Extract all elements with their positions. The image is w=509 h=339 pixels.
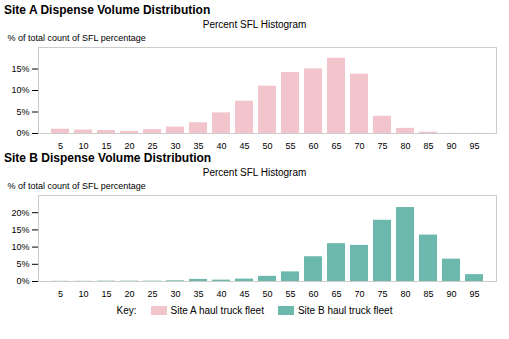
svg-text:5: 5 (58, 141, 63, 151)
html-text:Percent SFL Histogram: Percent SFL Histogram (202, 167, 307, 178)
svg-text:65: 65 (331, 141, 341, 151)
svg-text:15: 15 (101, 141, 111, 151)
html-text:Site B haul truck fleet: Site B haul truck fleet (298, 304, 393, 316)
html-text:Site A Dispense Volume Distrib: Site A Dispense Volume Distribution (4, 3, 211, 17)
svg-text:25: 25 (147, 141, 157, 151)
svg-text:10: 10 (78, 141, 88, 151)
svg-text:15%: 15% (11, 64, 29, 74)
svg-text:55: 55 (285, 289, 295, 299)
svg-text:90: 90 (446, 289, 456, 299)
svg-text:15%: 15% (11, 225, 29, 235)
svg-text:75: 75 (377, 141, 387, 151)
svg-text:35: 35 (193, 141, 203, 151)
svg-text:85: 85 (423, 289, 433, 299)
html-text:Site B Dispense Volume Distrib: Site B Dispense Volume Distribution (4, 151, 212, 165)
html-text:Site A haul truck fleet: Site A haul truck fleet (170, 304, 264, 316)
svg-text:70: 70 (354, 289, 364, 299)
svg-text:10%: 10% (11, 85, 29, 95)
svg-text:20: 20 (124, 289, 134, 299)
svg-text:10%: 10% (11, 242, 29, 252)
svg-text:5%: 5% (16, 107, 29, 117)
svg-text:0%: 0% (16, 276, 29, 286)
svg-text:95: 95 (469, 289, 479, 299)
svg-text:% of total count of SFL percen: % of total count of SFL percentage (8, 33, 146, 43)
svg-text:50: 50 (262, 289, 272, 299)
svg-text:0%: 0% (16, 128, 29, 138)
svg-text:55: 55 (285, 141, 295, 151)
svg-text:40: 40 (216, 141, 226, 151)
svg-text:90: 90 (446, 141, 456, 151)
svg-text:60: 60 (308, 289, 318, 299)
svg-text:10: 10 (78, 289, 88, 299)
html-text:Percent SFL Histogram: Percent SFL Histogram (202, 19, 307, 30)
svg-text:% of total count of SFL percen: % of total count of SFL percentage (8, 181, 146, 191)
svg-text:5: 5 (58, 289, 63, 299)
svg-text:60: 60 (308, 141, 318, 151)
svg-text:80: 80 (400, 141, 410, 151)
svg-text:25: 25 (147, 289, 157, 299)
svg-text:35: 35 (193, 289, 203, 299)
svg-text:5%: 5% (16, 259, 29, 269)
svg-text:50: 50 (262, 141, 272, 151)
svg-text:15: 15 (101, 289, 111, 299)
svg-text:70: 70 (354, 141, 364, 151)
svg-text:30: 30 (170, 141, 180, 151)
svg-text:85: 85 (423, 141, 433, 151)
svg-text:45: 45 (239, 141, 249, 151)
svg-text:95: 95 (469, 141, 479, 151)
svg-text:45: 45 (239, 289, 249, 299)
svg-text:80: 80 (400, 289, 410, 299)
svg-text:75: 75 (377, 289, 387, 299)
svg-text:65: 65 (331, 289, 341, 299)
svg-text:40: 40 (216, 289, 226, 299)
html-text:Key:: Key: (116, 304, 137, 316)
svg-text:20: 20 (124, 141, 134, 151)
svg-text:30: 30 (170, 289, 180, 299)
svg-text:20%: 20% (11, 208, 29, 218)
